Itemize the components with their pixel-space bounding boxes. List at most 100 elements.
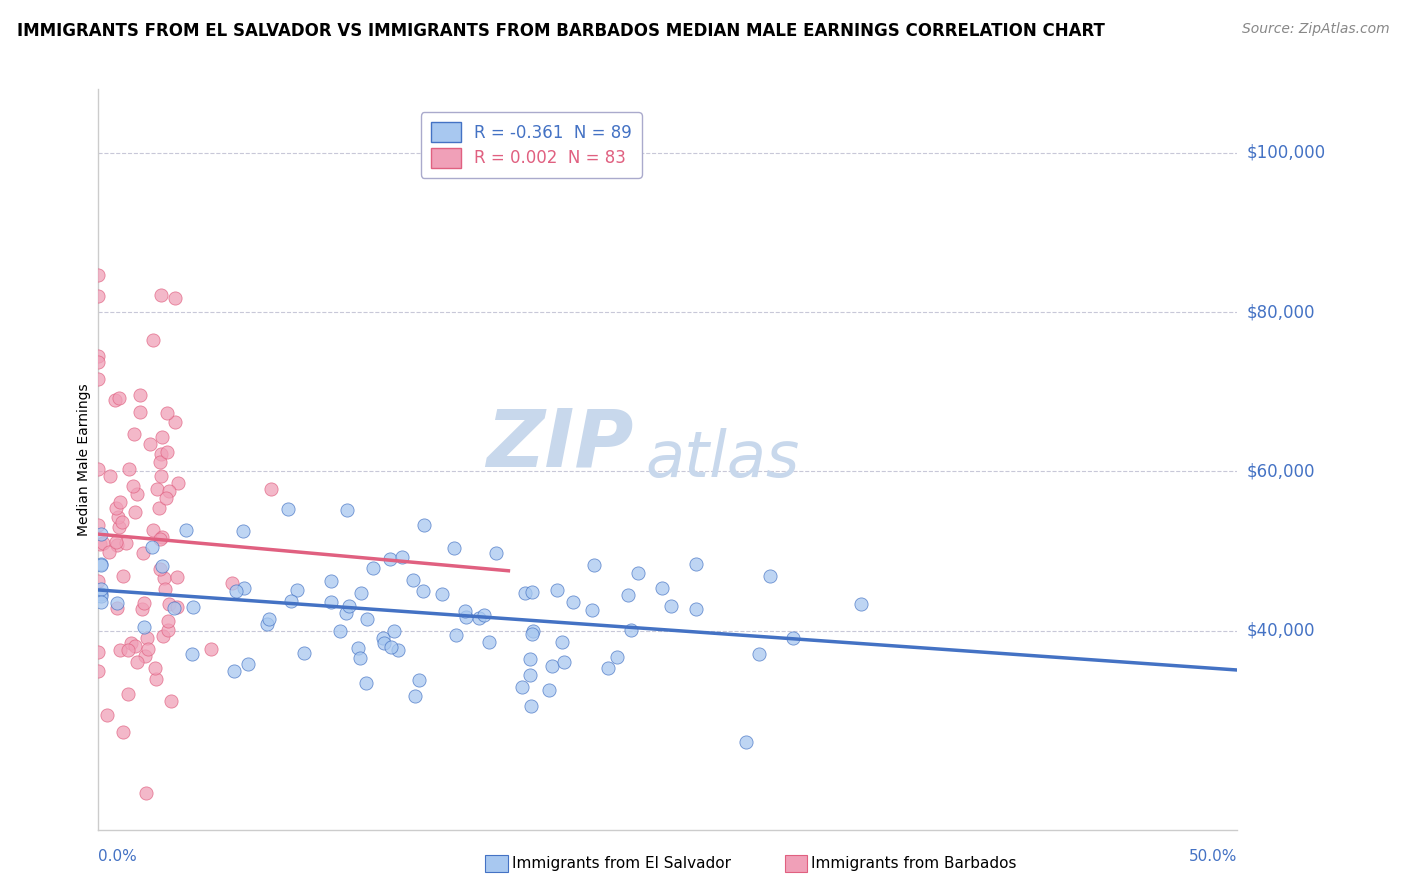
Point xyxy=(110,643,132,657)
Point xyxy=(157,623,180,637)
Point xyxy=(404,689,426,703)
Point xyxy=(513,586,536,600)
Point xyxy=(537,682,560,697)
Point xyxy=(155,491,177,505)
Point xyxy=(519,652,541,666)
Point xyxy=(336,503,359,517)
Point xyxy=(373,636,395,650)
Point xyxy=(540,659,562,673)
Point xyxy=(150,558,173,573)
Point xyxy=(373,631,395,645)
Point xyxy=(157,483,180,498)
Point xyxy=(444,628,467,642)
Point xyxy=(520,627,543,641)
Point xyxy=(104,392,127,407)
Point xyxy=(97,545,120,559)
Point xyxy=(90,527,112,541)
Point xyxy=(129,388,152,402)
Point xyxy=(139,436,162,450)
Point xyxy=(347,641,370,656)
Point xyxy=(387,643,409,657)
Point xyxy=(149,447,172,461)
Text: $100,000: $100,000 xyxy=(1246,144,1326,161)
Point xyxy=(132,546,155,560)
Point xyxy=(145,672,167,686)
Point xyxy=(468,611,491,625)
Point xyxy=(350,586,373,600)
Point xyxy=(356,612,378,626)
Point xyxy=(132,620,155,634)
Point xyxy=(98,469,121,483)
Point xyxy=(89,537,111,551)
Point xyxy=(152,629,174,643)
Point xyxy=(402,573,425,587)
Point xyxy=(149,533,172,547)
Text: Source: ZipAtlas.com: Source: ZipAtlas.com xyxy=(1241,22,1389,37)
Point xyxy=(149,455,172,469)
Text: $40,000: $40,000 xyxy=(1246,622,1315,640)
Text: Immigrants from El Salvador: Immigrants from El Salvador xyxy=(512,856,731,871)
Point xyxy=(111,725,134,739)
Point xyxy=(734,735,756,749)
Point xyxy=(150,430,173,444)
Point xyxy=(143,661,166,675)
Point xyxy=(117,687,139,701)
Point xyxy=(90,587,112,601)
Point xyxy=(581,603,603,617)
Text: ZIP: ZIP xyxy=(486,406,634,483)
Point xyxy=(519,668,541,682)
Point xyxy=(472,607,495,622)
Point xyxy=(131,602,153,616)
Point xyxy=(627,566,650,581)
Point xyxy=(553,655,575,669)
Point xyxy=(337,599,360,614)
Point xyxy=(685,557,707,571)
Point xyxy=(378,552,401,566)
Point xyxy=(157,615,180,629)
Point xyxy=(685,601,707,615)
Point xyxy=(135,786,157,800)
Point xyxy=(90,595,112,609)
Point xyxy=(120,636,142,650)
Point xyxy=(87,664,110,678)
Point xyxy=(149,469,172,483)
Point xyxy=(135,631,157,645)
Point xyxy=(163,601,186,615)
Point xyxy=(432,587,454,601)
Point xyxy=(87,349,110,363)
Point xyxy=(285,582,308,597)
Text: $60,000: $60,000 xyxy=(1246,462,1315,480)
Point xyxy=(148,501,170,516)
Point xyxy=(321,574,343,588)
Point xyxy=(155,582,177,596)
Point xyxy=(87,289,110,303)
Text: 50.0%: 50.0% xyxy=(1189,849,1237,864)
Point xyxy=(319,595,342,609)
Point xyxy=(349,651,371,665)
Point xyxy=(256,617,278,632)
Point xyxy=(180,647,202,661)
Point xyxy=(512,680,534,694)
Point xyxy=(141,540,163,554)
Text: Immigrants from Barbados: Immigrants from Barbados xyxy=(811,856,1017,871)
Point xyxy=(384,624,406,639)
Point xyxy=(132,597,155,611)
Point xyxy=(361,561,384,575)
Legend: R = -0.361  N = 89, R = 0.002  N = 83: R = -0.361 N = 89, R = 0.002 N = 83 xyxy=(420,112,641,178)
Text: 0.0%: 0.0% xyxy=(98,849,138,864)
Text: IMMIGRANTS FROM EL SALVADOR VS IMMIGRANTS FROM BARBADOS MEDIAN MALE EARNINGS COR: IMMIGRANTS FROM EL SALVADOR VS IMMIGRANT… xyxy=(17,22,1105,40)
Point xyxy=(782,631,804,645)
Point xyxy=(134,649,156,664)
Point xyxy=(225,584,247,599)
Point xyxy=(105,600,128,615)
Point xyxy=(121,478,143,492)
Point xyxy=(87,268,110,282)
Point xyxy=(142,523,165,537)
Point xyxy=(111,568,134,582)
Point xyxy=(166,570,188,584)
Point xyxy=(329,624,352,638)
Point xyxy=(335,606,357,620)
Point xyxy=(200,641,222,656)
Text: $80,000: $80,000 xyxy=(1246,303,1315,321)
Point xyxy=(412,584,434,599)
